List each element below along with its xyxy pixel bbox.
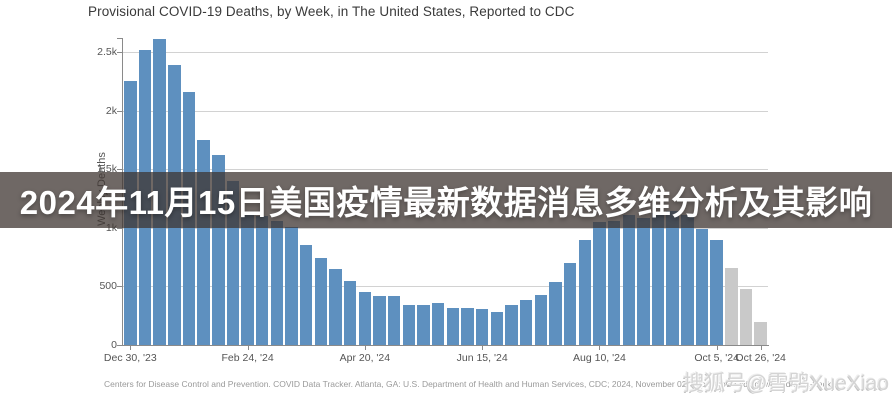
- y-tick-mark: [117, 110, 122, 112]
- bar: [622, 214, 635, 345]
- bar: [431, 303, 445, 345]
- headline-banner-text: 2024年11月15日美国疫情最新数据消息多维分析及其影响: [19, 184, 873, 221]
- x-tick-mark: [599, 346, 601, 350]
- x-tick-label: Oct 5, '24: [694, 352, 739, 364]
- x-tick-label: Jun 15, '24: [456, 352, 508, 364]
- bar: [695, 229, 709, 345]
- x-tick-mark: [716, 346, 718, 350]
- gridline: [123, 110, 768, 112]
- bar: [300, 245, 313, 345]
- y-tick-mark: [117, 38, 122, 39]
- y-tick-mark: [117, 52, 122, 54]
- gridline: [123, 169, 768, 171]
- bar: [534, 294, 547, 345]
- x-tick-mark: [482, 346, 484, 350]
- y-tick-label: 0: [111, 339, 117, 351]
- bar: [241, 212, 254, 345]
- chart-title: Provisional COVID-19 Deaths, by Week, in…: [88, 4, 575, 19]
- gridline: [123, 227, 768, 229]
- bar: [387, 296, 401, 345]
- bar: [666, 210, 679, 345]
- y-tick-mark: [117, 227, 122, 229]
- bar: [578, 239, 591, 345]
- bar: [446, 307, 460, 345]
- x-tick-mark: [247, 346, 249, 350]
- x-tick-mark: [364, 346, 366, 350]
- gridline: [123, 286, 768, 288]
- x-axis-line: [122, 345, 769, 346]
- bar: [490, 312, 504, 345]
- bar: [637, 218, 650, 345]
- y-tick-mark: [117, 169, 122, 171]
- x-tick-label: Aug 10, '24: [573, 352, 626, 364]
- x-tick-mark: [130, 346, 132, 350]
- y-tick-label: 2.5k: [97, 46, 117, 59]
- bar: [270, 220, 284, 345]
- watermark-text: 搜狐号@雪鸮XueXiao: [683, 372, 889, 395]
- gridline: [123, 52, 768, 54]
- headline-banner: 2024年11月15日美国疫情最新数据消息多维分析及其影响: [0, 172, 892, 228]
- x-tick-label: Oct 26, '24: [735, 352, 786, 364]
- bar: [549, 281, 562, 345]
- y-tick-mark: [117, 345, 122, 346]
- bar: [710, 240, 723, 345]
- bar: [519, 300, 533, 345]
- bar: [402, 305, 416, 345]
- bar: [461, 307, 474, 345]
- x-tick-mark: [760, 346, 762, 350]
- bar: [329, 268, 342, 345]
- bar: [563, 262, 577, 345]
- bar: [314, 257, 328, 345]
- bar: [475, 309, 489, 345]
- bar: [754, 322, 767, 345]
- bar: [417, 305, 430, 345]
- bar: [373, 296, 386, 345]
- bar: [725, 268, 738, 345]
- source-citation: Centers for Disease Control and Preventi…: [104, 379, 839, 389]
- bar: [505, 304, 518, 345]
- y-tick-label: 500: [99, 280, 117, 293]
- y-tick-label: 2k: [105, 104, 117, 117]
- bar: [197, 139, 210, 345]
- bar: [343, 280, 357, 345]
- bar: [739, 288, 753, 345]
- bar: [651, 212, 665, 345]
- x-tick-label: Feb 24, '24: [221, 352, 274, 364]
- bar: [358, 292, 372, 345]
- y-tick-mark: [117, 286, 122, 288]
- bar: [285, 226, 298, 345]
- x-tick-label: Dec 30, '23: [103, 352, 157, 364]
- bar: [593, 221, 606, 345]
- bar: [681, 214, 694, 345]
- bar: [256, 216, 269, 345]
- bar: [607, 220, 621, 345]
- x-tick-label: Apr 20, '24: [339, 352, 391, 364]
